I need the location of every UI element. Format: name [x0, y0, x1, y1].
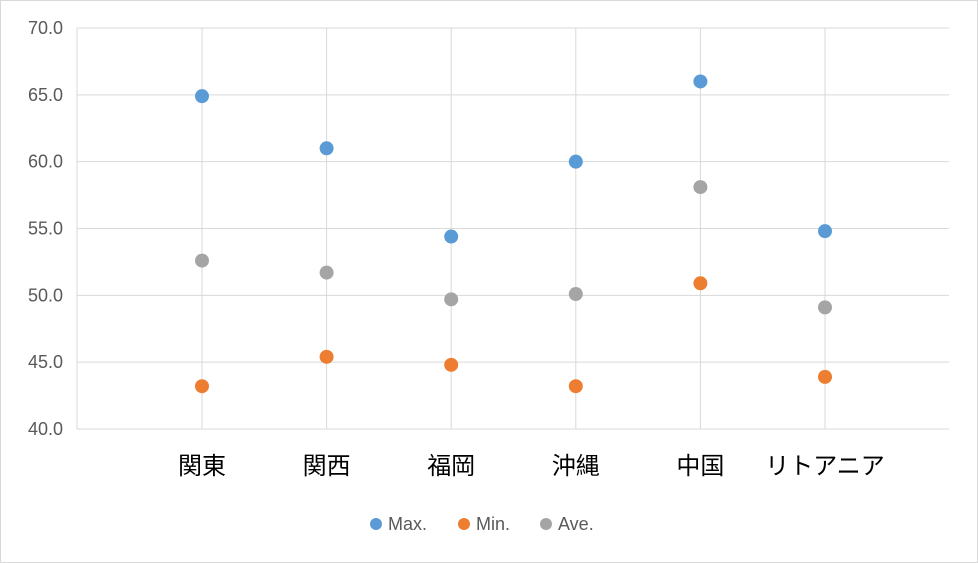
data-point-ave — [195, 253, 209, 268]
legend: Max. Min. Ave. — [370, 514, 594, 534]
y-tick-label: 40.0 — [28, 419, 63, 439]
y-tick-label: 55.0 — [28, 219, 63, 239]
data-point-max — [319, 141, 334, 156]
data-point-min — [818, 369, 832, 384]
data-point-max — [444, 229, 459, 244]
data-point-ave — [693, 180, 708, 195]
y-tick-label: 60.0 — [28, 152, 63, 172]
data-point-max — [195, 89, 209, 104]
legend-marker — [458, 518, 470, 530]
y-tick-label: 70.0 — [28, 18, 63, 38]
data-point-max — [693, 74, 708, 89]
y-tick-label: 65.0 — [28, 85, 63, 105]
data-point-min — [195, 379, 209, 394]
x-category-label: リトアニア — [765, 452, 885, 480]
data-point-ave — [568, 286, 583, 301]
x-category-label: 関西 — [303, 452, 351, 480]
data-point-min — [568, 379, 583, 394]
data-point-min — [319, 349, 334, 364]
data-point-max — [818, 224, 832, 239]
data-point-min — [444, 357, 459, 372]
y-tick-label: 45.0 — [28, 352, 63, 372]
legend-marker — [540, 518, 552, 530]
legend-label: Max. — [388, 514, 427, 534]
x-category-label: 関東 — [178, 452, 226, 480]
legend-marker — [370, 518, 382, 530]
data-point-max — [568, 154, 583, 169]
x-category-label: 沖縄 — [552, 452, 600, 480]
legend-label: Ave. — [558, 514, 594, 534]
data-point-min — [693, 276, 708, 291]
x-category-label: 福岡 — [427, 452, 475, 480]
data-point-ave — [818, 300, 832, 315]
grid-layer — [76, 27, 949, 430]
data-point-ave — [444, 292, 459, 307]
y-tick-label: 50.0 — [28, 285, 63, 305]
x-category-label: 中国 — [676, 452, 724, 480]
y-axis-tick-labels: 40.0 45.0 50.0 55.0 60.0 65.0 70.0 — [28, 18, 63, 439]
data-points — [195, 74, 832, 394]
legend-label: Min. — [476, 514, 510, 534]
data-point-ave — [319, 265, 334, 280]
x-axis-category-labels: 関東 関西 福岡 沖縄 中国 リトアニア — [178, 452, 885, 480]
